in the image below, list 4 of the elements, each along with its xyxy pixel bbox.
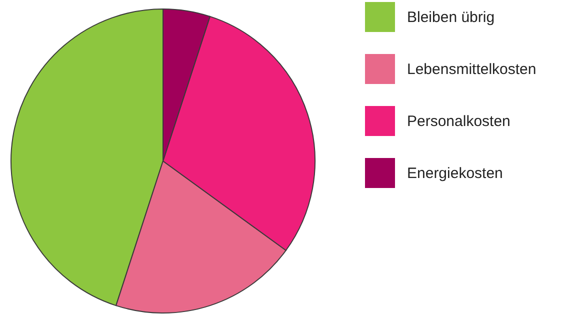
legend-label: Bleiben übrig: [407, 9, 495, 26]
legend-label: Personalkosten: [407, 113, 510, 130]
legend-label: Energiekosten: [407, 165, 503, 182]
legend-label: Lebensmittelkosten: [407, 61, 536, 78]
